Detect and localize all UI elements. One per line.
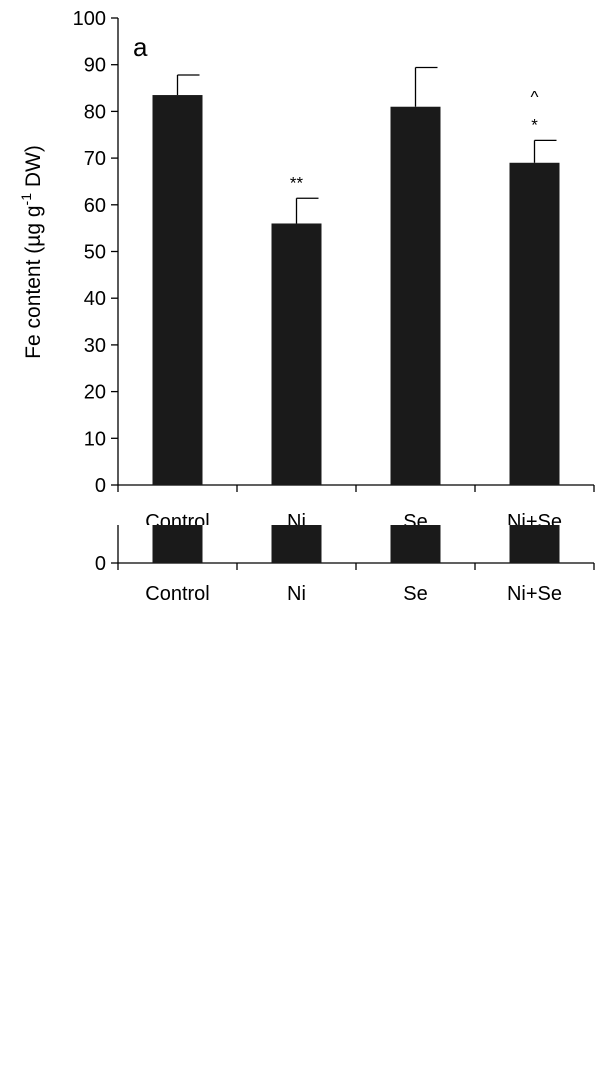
y-tick-label: 90 bbox=[84, 55, 106, 77]
y-tick-label: 20 bbox=[84, 382, 106, 404]
x-tick-label-se: Se bbox=[403, 511, 427, 525]
panel-label: a bbox=[133, 32, 148, 62]
x-tick-label-ni-se: Ni+Se bbox=[507, 583, 562, 605]
y-tick-label: 30 bbox=[84, 335, 106, 357]
y-tick-label: 10 bbox=[84, 428, 106, 450]
bar-se bbox=[390, 106, 441, 485]
chart-panel-a: 0 10 20 30 40 50 60 70 80 90 100 Control Ni ** Se Ni+Se… bbox=[18, 8, 595, 525]
y-tick-label: 50 bbox=[84, 242, 106, 264]
y-tick-label: 100 bbox=[73, 8, 106, 30]
bar-ni bbox=[271, 223, 322, 486]
significance-mark: * bbox=[531, 115, 538, 134]
y-tick-label: 70 bbox=[84, 148, 106, 170]
y-tick-label: 0 bbox=[95, 553, 106, 575]
y-tick-label: 0 bbox=[95, 475, 106, 497]
x-tick-label-control: Control bbox=[145, 511, 209, 525]
bar-control bbox=[152, 525, 203, 563]
x-tick-label-ni: Ni bbox=[287, 583, 306, 605]
y-tick-label: 60 bbox=[84, 195, 106, 217]
y-tick-label: 40 bbox=[84, 288, 106, 310]
x-tick-label-se: Se bbox=[403, 583, 427, 605]
y-axis-title: Fe content (µg g-1 DW) bbox=[18, 145, 45, 359]
x-tick-label-control: Control bbox=[145, 583, 209, 605]
bar-ni bbox=[271, 525, 322, 563]
x-tick-label-ni: Ni bbox=[287, 511, 306, 525]
significance-mark: ^ bbox=[531, 87, 539, 106]
bar-ni-se bbox=[509, 162, 560, 485]
bar-control bbox=[152, 95, 203, 486]
bar-se bbox=[390, 525, 441, 563]
x-tick-label-ni-se: Ni+Se bbox=[507, 511, 562, 525]
bar-ni-se bbox=[509, 525, 560, 563]
y-tick-label: 80 bbox=[84, 101, 106, 123]
significance-mark: ** bbox=[290, 173, 304, 192]
